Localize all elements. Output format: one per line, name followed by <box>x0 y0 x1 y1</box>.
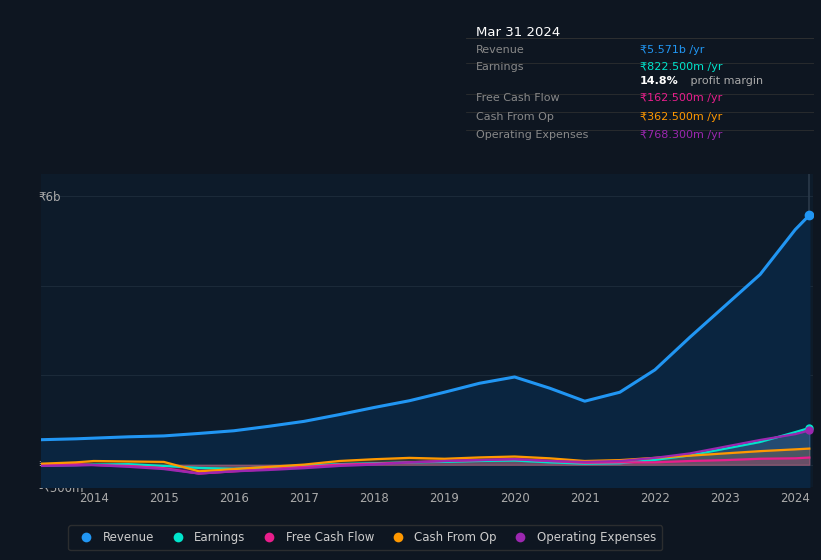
Text: Revenue: Revenue <box>476 44 525 54</box>
Legend: Revenue, Earnings, Free Cash Flow, Cash From Op, Operating Expenses: Revenue, Earnings, Free Cash Flow, Cash … <box>68 525 662 550</box>
Text: profit margin: profit margin <box>687 76 764 86</box>
Text: ₹5.571b /yr: ₹5.571b /yr <box>640 44 704 54</box>
Text: Operating Expenses: Operating Expenses <box>476 130 589 140</box>
Text: ₹822.500m /yr: ₹822.500m /yr <box>640 62 722 72</box>
Text: ₹768.300m /yr: ₹768.300m /yr <box>640 130 722 140</box>
Text: Cash From Op: Cash From Op <box>476 111 554 122</box>
Text: Earnings: Earnings <box>476 62 525 72</box>
Text: Free Cash Flow: Free Cash Flow <box>476 93 560 103</box>
Text: ₹362.500m /yr: ₹362.500m /yr <box>640 111 722 122</box>
Text: Mar 31 2024: Mar 31 2024 <box>476 26 560 39</box>
Text: ₹162.500m /yr: ₹162.500m /yr <box>640 93 722 103</box>
Text: 14.8%: 14.8% <box>640 76 679 86</box>
